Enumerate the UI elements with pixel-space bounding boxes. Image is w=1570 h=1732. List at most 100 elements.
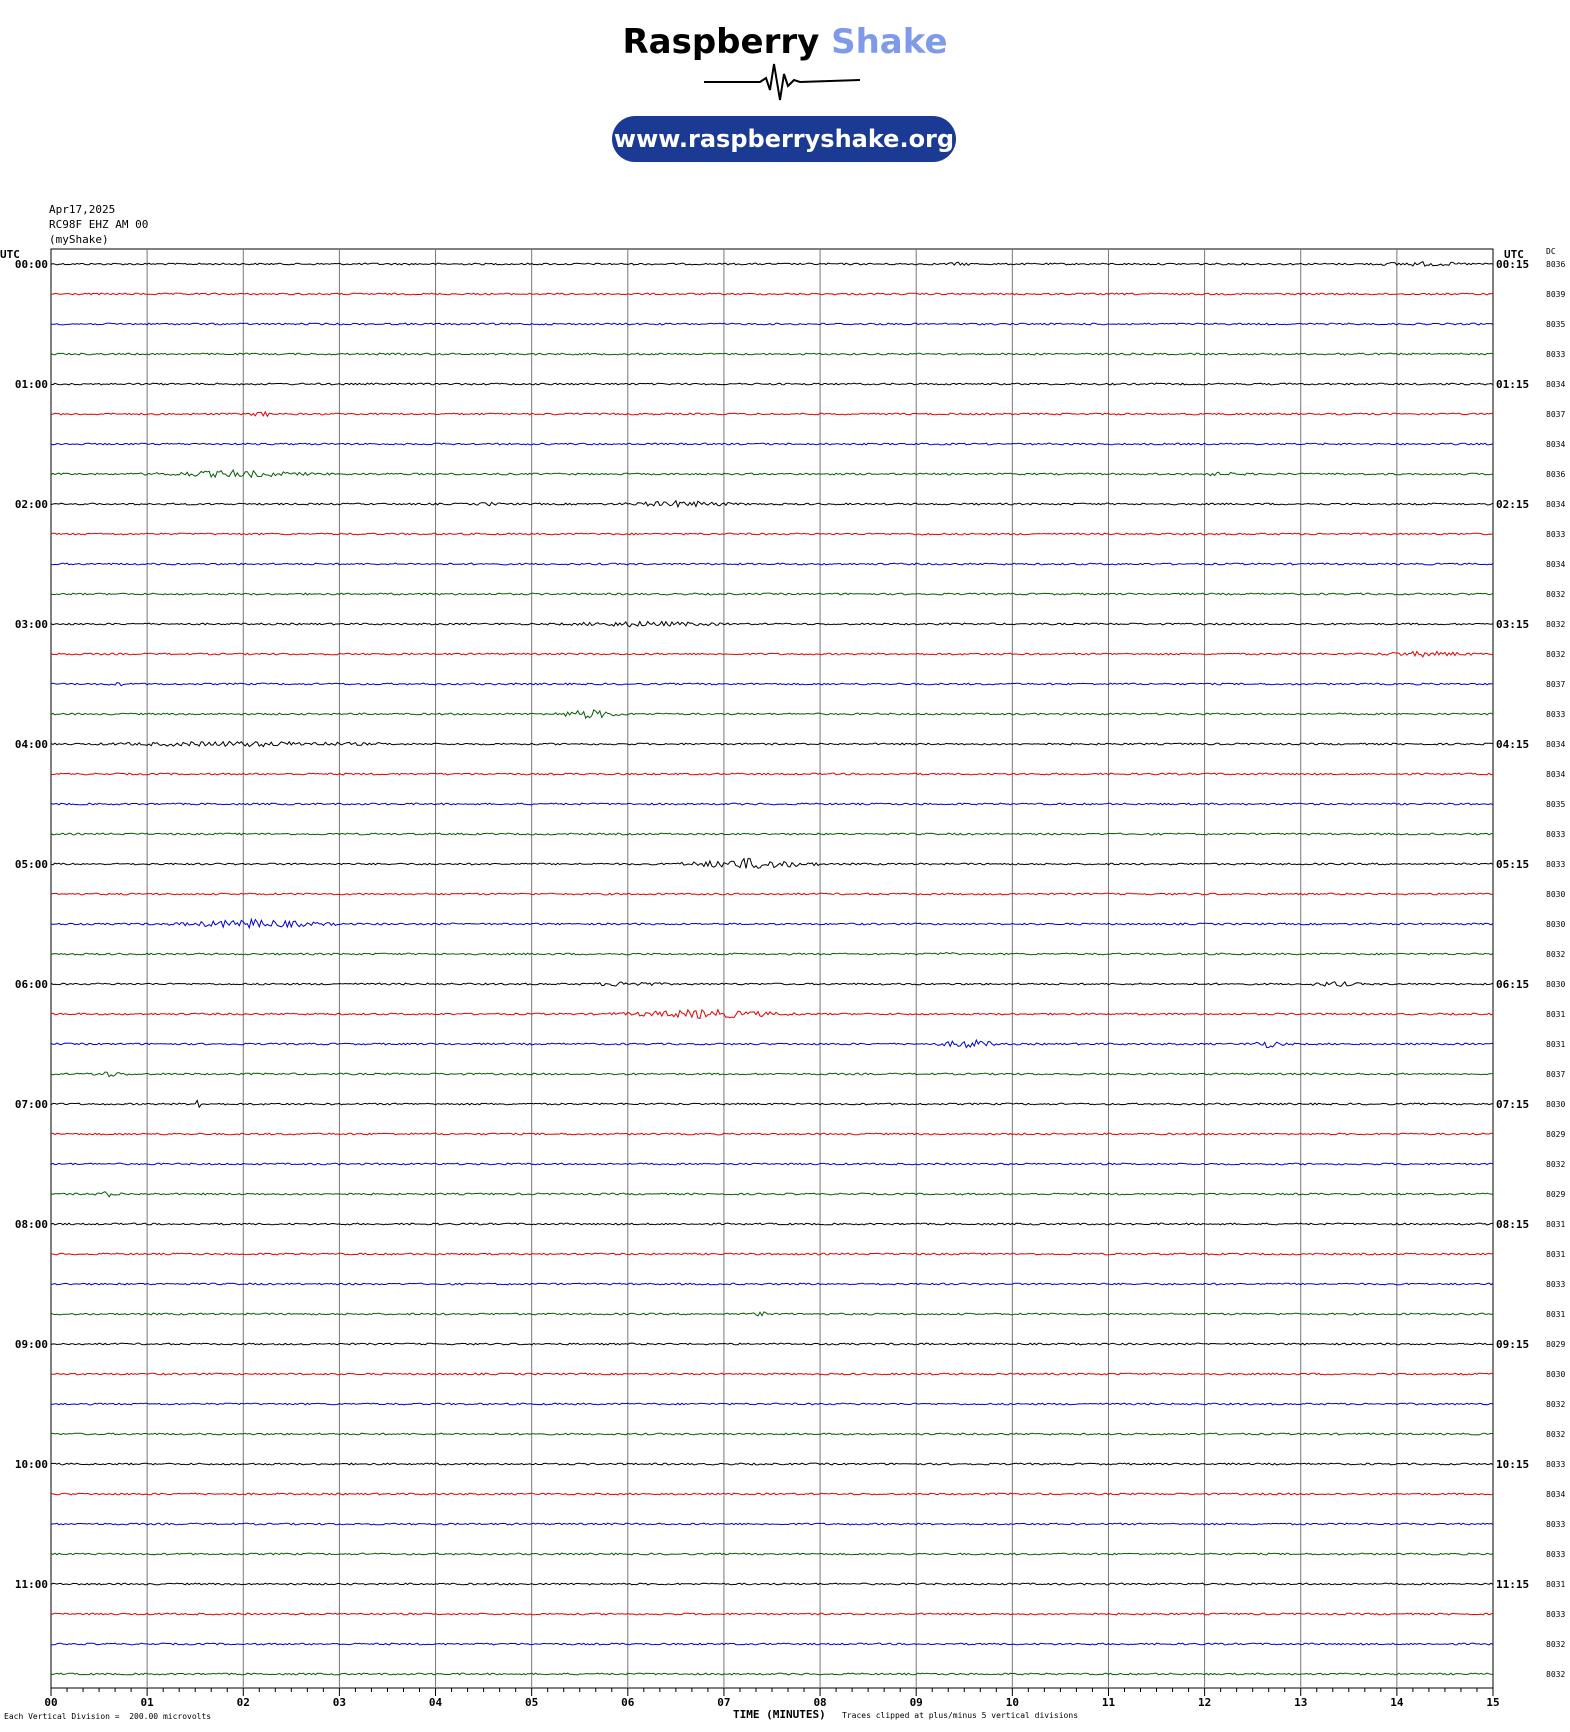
x-tick-label: 13	[1294, 1696, 1307, 1709]
seismic-trace-line	[50, 892, 1494, 896]
seismic-trace-line	[50, 1038, 1494, 1049]
seismic-trace-line	[50, 1642, 1494, 1646]
dc-value-label: 8033	[1546, 1550, 1565, 1559]
dc-value-label: 8030	[1546, 1100, 1565, 1109]
hour-label-left: 01:00	[15, 378, 48, 391]
dc-value-label: 8032	[1546, 1670, 1565, 1679]
seismic-trace-line	[50, 261, 1494, 267]
seismic-trace-line	[51, 1252, 1494, 1256]
dc-value-label: 8034	[1546, 740, 1565, 749]
x-tick-label: 02	[237, 1696, 250, 1709]
seismic-trace-line	[50, 917, 1494, 930]
x-tick-label: 12	[1198, 1696, 1211, 1709]
hour-label-left: 10:00	[15, 1458, 48, 1471]
brand-part1: Raspberry	[622, 22, 820, 62]
hour-label-left: 09:00	[15, 1338, 48, 1351]
dc-value-label: 8036	[1546, 470, 1565, 479]
dc-value-label: 8033	[1546, 830, 1565, 839]
hour-label-left: 08:00	[15, 1218, 48, 1231]
hour-label-right: 03:15	[1496, 618, 1529, 631]
x-tick-label: 05	[525, 1696, 538, 1709]
dc-value-label: 8029	[1546, 1190, 1565, 1199]
hour-label-left: 05:00	[15, 858, 48, 871]
plot-frame	[50, 248, 1494, 1689]
station-meta: Apr17,2025 RC98F EHZ AM 00 (myShake)	[49, 202, 148, 247]
seismic-trace-line	[50, 1282, 1494, 1286]
seismic-trace-line	[50, 981, 1494, 987]
seismic-trace-line	[50, 382, 1494, 386]
seismic-trace-line	[50, 1462, 1494, 1466]
seismic-trace-line	[50, 410, 1494, 418]
meta-station: RC98F EHZ AM 00	[49, 218, 149, 231]
hour-label-right: 01:15	[1496, 378, 1529, 391]
hour-label-right: 07:15	[1496, 1098, 1529, 1111]
x-tick-label: 10	[1006, 1696, 1019, 1709]
dc-value-label: 8031	[1546, 1010, 1565, 1019]
seismic-trace-line	[50, 772, 1494, 776]
seismic-trace-line	[50, 682, 1494, 687]
x-tick-label: 00	[44, 1696, 57, 1709]
seismic-trace-line	[50, 1311, 1494, 1317]
dc-value-label: 8031	[1546, 1580, 1565, 1589]
seismic-trace-line	[50, 1132, 1494, 1136]
seismic-trace-line	[50, 832, 1493, 836]
seismic-trace-line	[50, 499, 1494, 509]
hour-label-right: 04:15	[1496, 738, 1529, 751]
x-tick-label: 11	[1102, 1696, 1116, 1709]
x-tick-label: 08	[813, 1696, 826, 1709]
meta-source: (myShake)	[49, 233, 109, 246]
dc-value-label: 8039	[1546, 290, 1565, 299]
dc-value-label: 8034	[1546, 500, 1565, 509]
x-tick-label: 03	[333, 1696, 346, 1709]
dc-value-label: 8030	[1546, 920, 1565, 929]
seismic-trace-line	[50, 442, 1494, 446]
seismic-trace-line	[50, 1099, 1494, 1109]
seismic-trace-line	[50, 562, 1494, 566]
x-tick-label: 04	[429, 1696, 443, 1709]
dc-value-label: 8033	[1546, 1460, 1565, 1469]
x-tick-label: 06	[621, 1696, 635, 1709]
x-tick-label: 01	[141, 1696, 155, 1709]
seismic-trace-line	[50, 1672, 1494, 1676]
dc-value-label: 8033	[1546, 1520, 1565, 1529]
seismic-trace-line	[50, 620, 1494, 628]
website-url-button[interactable]: www.raspberryshake.org	[612, 116, 956, 162]
seismic-trace-line	[50, 1492, 1494, 1496]
hour-label-right: 08:15	[1496, 1218, 1529, 1231]
x-axis-title: TIME (MINUTES)	[733, 1708, 826, 1721]
x-tick-label: 15	[1486, 1696, 1499, 1709]
dc-value-label: 8031	[1546, 1250, 1565, 1259]
dc-value-label: 8032	[1546, 1400, 1565, 1409]
dc-value-label: 8029	[1546, 1130, 1565, 1139]
seismic-trace-line	[50, 709, 1494, 720]
x-tick-label: 14	[1390, 1696, 1404, 1709]
seismic-trace-line	[50, 951, 1494, 956]
dc-value-label: 8037	[1546, 1070, 1565, 1079]
seismic-trace-line	[50, 1402, 1494, 1406]
hour-label-right: 09:15	[1496, 1338, 1529, 1351]
dc-value-label: 8030	[1546, 890, 1565, 899]
hour-label-right: 05:15	[1496, 858, 1529, 871]
hour-label-left: 02:00	[15, 498, 48, 511]
dc-value-label: 8035	[1546, 320, 1565, 329]
dc-value-label: 8033	[1546, 530, 1565, 539]
seismic-trace-line	[50, 1522, 1494, 1526]
seismic-trace-line	[50, 1222, 1493, 1226]
seismic-trace-line	[50, 650, 1494, 658]
seismic-trace-line	[50, 532, 1494, 536]
seismic-trace-line	[50, 352, 1494, 356]
hour-label-right: 06:15	[1496, 978, 1529, 991]
hour-label-left: 00:00	[15, 258, 48, 271]
seismic-trace-line	[50, 1191, 1494, 1198]
dc-value-label: 8035	[1546, 800, 1565, 809]
dc-value-label: 8031	[1546, 1220, 1565, 1229]
vertical-division-note: Each Vertical Division = 200.00 microvol…	[4, 1712, 212, 1721]
seismic-trace-line	[50, 1372, 1494, 1376]
dc-value-label: 8032	[1546, 950, 1565, 959]
seismic-trace-line	[50, 292, 1494, 296]
dc-value-label: 8034	[1546, 440, 1565, 449]
dc-value-label: 8032	[1546, 590, 1565, 599]
hour-label-left: 11:00	[15, 1578, 48, 1591]
dc-label: DC	[1546, 247, 1556, 256]
